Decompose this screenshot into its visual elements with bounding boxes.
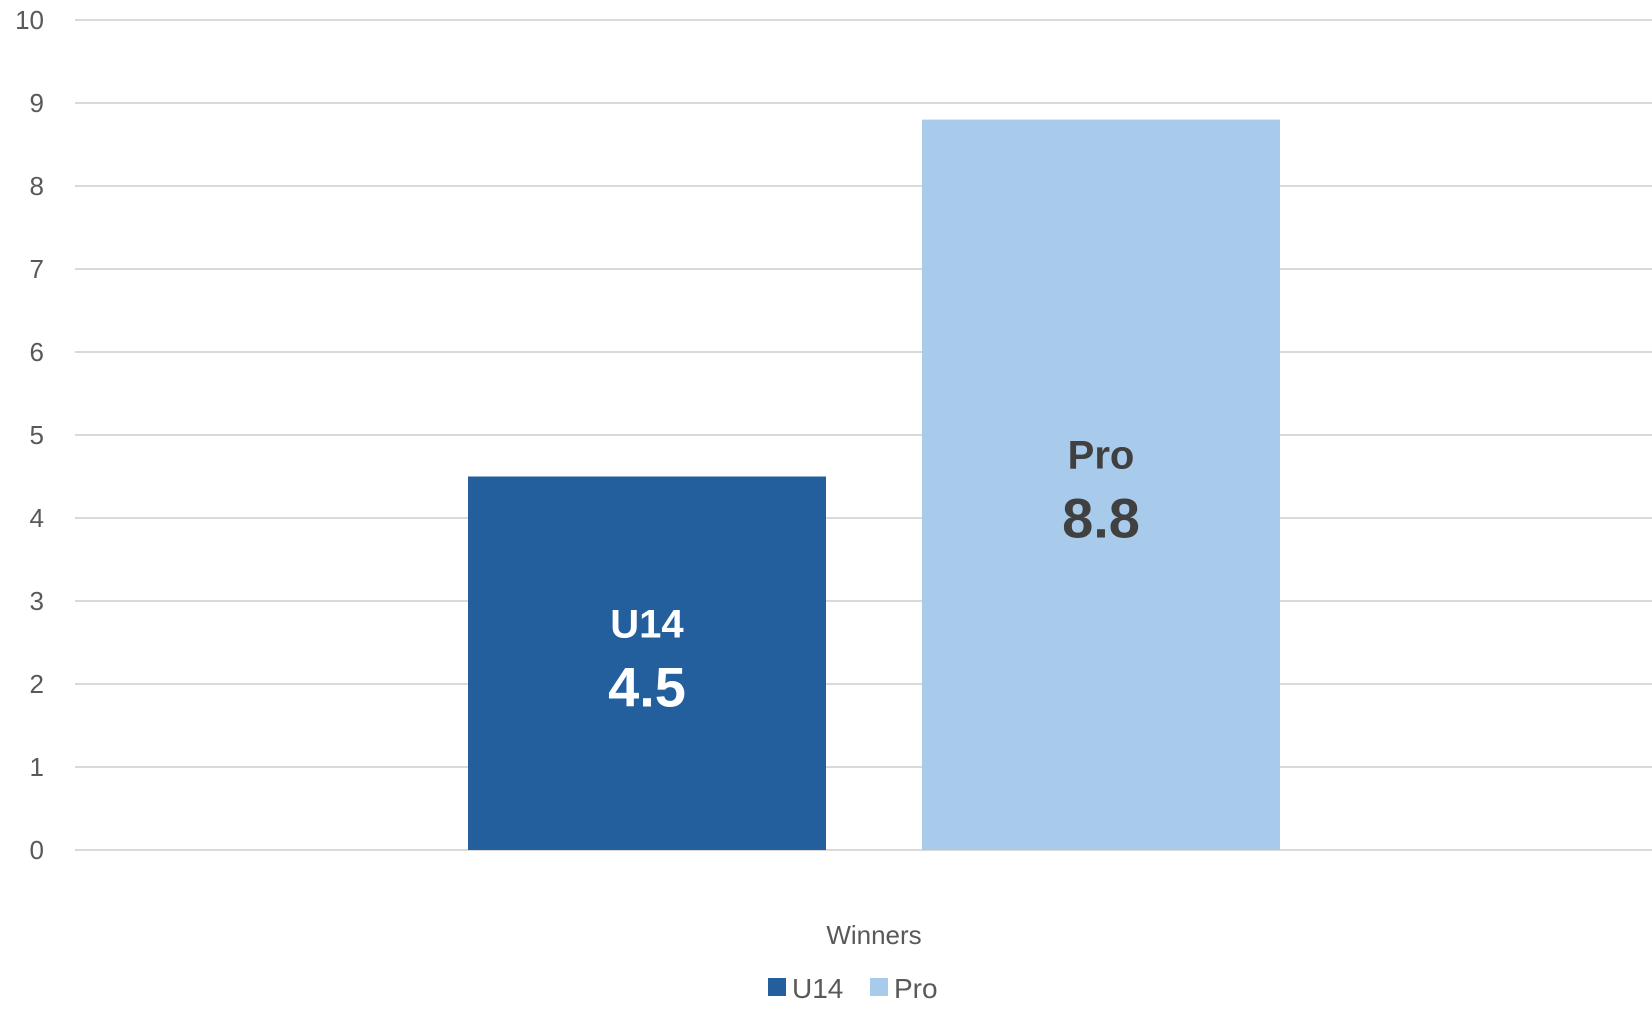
- y-tick-label: 10: [15, 5, 44, 35]
- y-tick-label: 7: [30, 254, 44, 284]
- y-tick-label: 3: [30, 586, 44, 616]
- y-tick-label: 4: [30, 503, 44, 533]
- y-tick-label: 1: [30, 752, 44, 782]
- y-tick-label: 8: [30, 171, 44, 201]
- y-tick-label: 2: [30, 669, 44, 699]
- gridlines: [75, 20, 1652, 850]
- data-label-value-u14: 4.5: [608, 655, 686, 718]
- legend-item-pro[interactable]: Pro: [870, 973, 938, 1004]
- legend-label: U14: [792, 973, 843, 1004]
- y-tick-label: 0: [30, 835, 44, 865]
- legend-label: Pro: [894, 973, 938, 1004]
- legend-swatch: [768, 978, 786, 996]
- x-axis-categories: Winners: [826, 920, 921, 950]
- x-category-label: Winners: [826, 920, 921, 950]
- bars: [468, 120, 1280, 850]
- data-label-name-u14: U14: [610, 602, 684, 646]
- data-label-value-pro: 8.8: [1062, 487, 1140, 550]
- bar-pro: [922, 120, 1280, 850]
- legend: U14 Pro: [768, 973, 938, 1004]
- legend-item-u14[interactable]: U14: [768, 973, 843, 1004]
- data-label-name-pro: Pro: [1068, 434, 1135, 478]
- y-axis-ticks: 0 1 2 3 4 5 6 7 8 9 10: [15, 5, 44, 865]
- y-tick-label: 9: [30, 88, 44, 118]
- y-tick-label: 5: [30, 420, 44, 450]
- legend-swatch: [870, 978, 888, 996]
- y-tick-label: 6: [30, 337, 44, 367]
